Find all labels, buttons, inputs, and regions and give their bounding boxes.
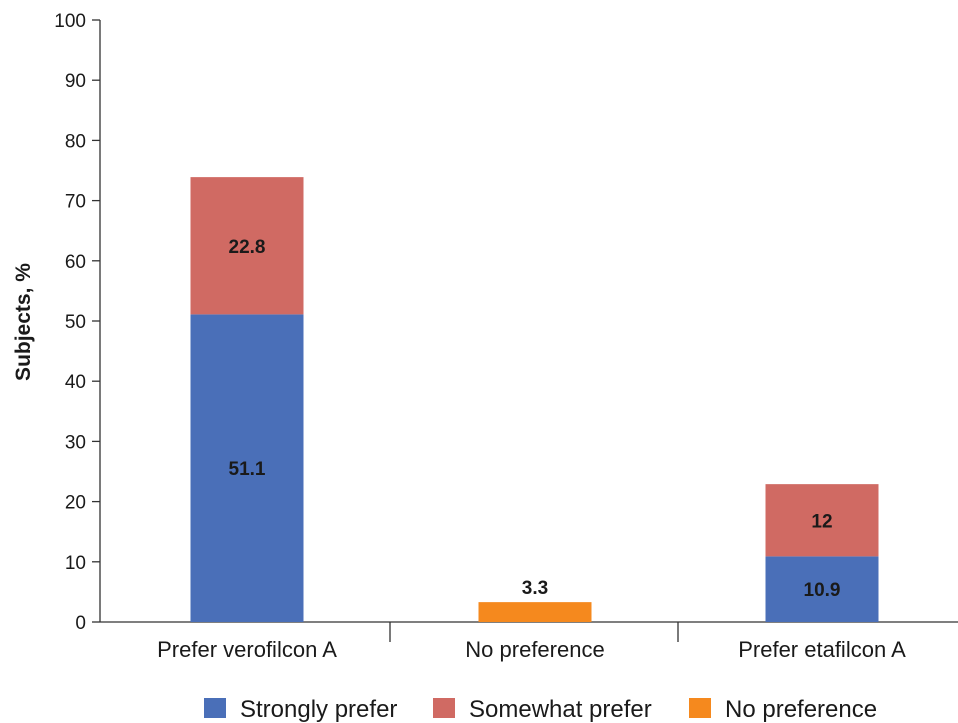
legend-swatch: [689, 698, 711, 718]
bar-segment: [190, 314, 304, 622]
legend-swatch: [204, 698, 226, 718]
data-labels: 51.1 22.8 3.3 10.9 12: [229, 237, 841, 601]
legend-swatch: [433, 698, 455, 718]
legend-label: Strongly prefer: [240, 696, 397, 723]
y-tick-label: 50: [65, 312, 86, 333]
legend-label: No preference: [725, 696, 877, 723]
y-tick-label: 60: [65, 252, 86, 273]
y-axis-title: Subjects, %: [12, 263, 35, 381]
y-tick-label: 100: [54, 11, 86, 32]
data-label: 12: [811, 511, 832, 532]
y-tick-label: 30: [65, 432, 86, 453]
legend: Strongly prefer Somewhat prefer No prefere…: [204, 696, 877, 723]
x-category-label: No preference: [465, 637, 604, 662]
y-tick-label: 70: [65, 192, 86, 213]
bars: [190, 177, 879, 622]
data-label: 10.9: [804, 580, 841, 601]
bar-segment: [765, 484, 879, 557]
data-label: 22.8: [229, 237, 266, 258]
bar-segment: [190, 177, 304, 315]
y-tick-label: 90: [65, 71, 86, 92]
x-category-label: Prefer verofilcon A: [157, 637, 337, 662]
y-tick-label: 0: [75, 613, 86, 634]
y-tick-label: 80: [65, 131, 86, 152]
data-label: 3.3: [522, 578, 548, 599]
y-axis: 0 10 20 30 40 50 60 70 80 90 100: [54, 11, 101, 634]
y-tick-label: 10: [65, 553, 86, 574]
y-tick-label: 40: [65, 372, 86, 393]
x-category-label: Prefer etafilcon A: [738, 637, 906, 662]
bar-segment: [478, 602, 592, 622]
bar-segment: [765, 556, 879, 622]
data-label: 51.1: [229, 459, 266, 480]
y-tick-label: 20: [65, 493, 86, 514]
legend-label: Somewhat prefer: [469, 696, 652, 723]
x-axis: Prefer verofilcon A No preference Prefer e…: [100, 621, 958, 662]
